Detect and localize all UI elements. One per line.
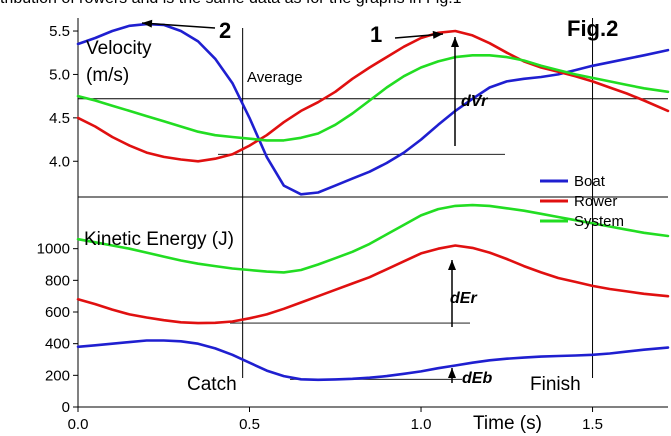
bottom-ytick-label-3: 600 bbox=[45, 304, 70, 321]
velocity-series-boat bbox=[76, 22, 670, 196]
finish-label: Finish bbox=[530, 374, 581, 395]
xtick-label-3: 1.5 bbox=[582, 416, 603, 433]
top-ytick-label-1: 4.5 bbox=[49, 110, 70, 127]
der-arrow-head bbox=[448, 260, 456, 270]
der-label: dEr bbox=[450, 290, 477, 307]
bottom-ytick-label-1: 200 bbox=[45, 367, 70, 384]
bottom-ytick-label-0: 0 bbox=[62, 399, 70, 416]
x-axis-label: Time (s) bbox=[473, 413, 542, 434]
dvr-arrow-head bbox=[451, 37, 459, 47]
bottom-ytick-label-2: 400 bbox=[45, 336, 70, 353]
velocity-ylabel-1: Velocity bbox=[86, 38, 152, 59]
marker-2-arrow-head bbox=[142, 19, 153, 28]
bottom-ytick-label-4: 800 bbox=[45, 272, 70, 289]
xtick-label-1: 0.5 bbox=[239, 416, 260, 433]
energy-series-rower bbox=[76, 244, 670, 325]
velocity-ylabel-2: (m/s) bbox=[86, 65, 129, 86]
top-ytick-label-0: 4.0 bbox=[49, 153, 70, 170]
average-label: Average bbox=[247, 69, 303, 86]
legend-label-boat: Boat bbox=[574, 173, 606, 190]
top-ytick-label-3: 5.5 bbox=[49, 23, 70, 40]
xtick-label-2: 1.0 bbox=[411, 416, 432, 433]
marker-2-arrow-shaft bbox=[141, 22, 216, 29]
top-ytick-label-2: 5.0 bbox=[49, 66, 70, 83]
marker-2-label: 2 bbox=[219, 18, 231, 43]
energy-series-system bbox=[76, 203, 670, 274]
deb-arrow-head bbox=[448, 368, 456, 378]
deb-label: dEb bbox=[462, 370, 492, 387]
header-text: tribution of rowers and is the same data… bbox=[0, 0, 671, 10]
catch-label: Catch bbox=[187, 374, 237, 395]
bottom-ytick-label-5: 1000 bbox=[37, 241, 70, 258]
velocity-series-rower bbox=[76, 29, 670, 163]
legend-label-rower: Rower bbox=[574, 193, 617, 210]
velocity-series-system bbox=[76, 53, 670, 142]
figure-label: Fig.2 bbox=[567, 16, 618, 41]
energy-series-boat bbox=[76, 339, 670, 382]
energy-ylabel: Kinetic Energy (J) bbox=[84, 229, 234, 250]
marker-1-label: 1 bbox=[370, 22, 382, 47]
legend-label-system: System bbox=[574, 213, 624, 230]
dvr-label: dVr bbox=[461, 93, 488, 110]
xtick-label-0: 0.0 bbox=[68, 416, 89, 433]
marker-1-arrow-head bbox=[432, 30, 443, 39]
